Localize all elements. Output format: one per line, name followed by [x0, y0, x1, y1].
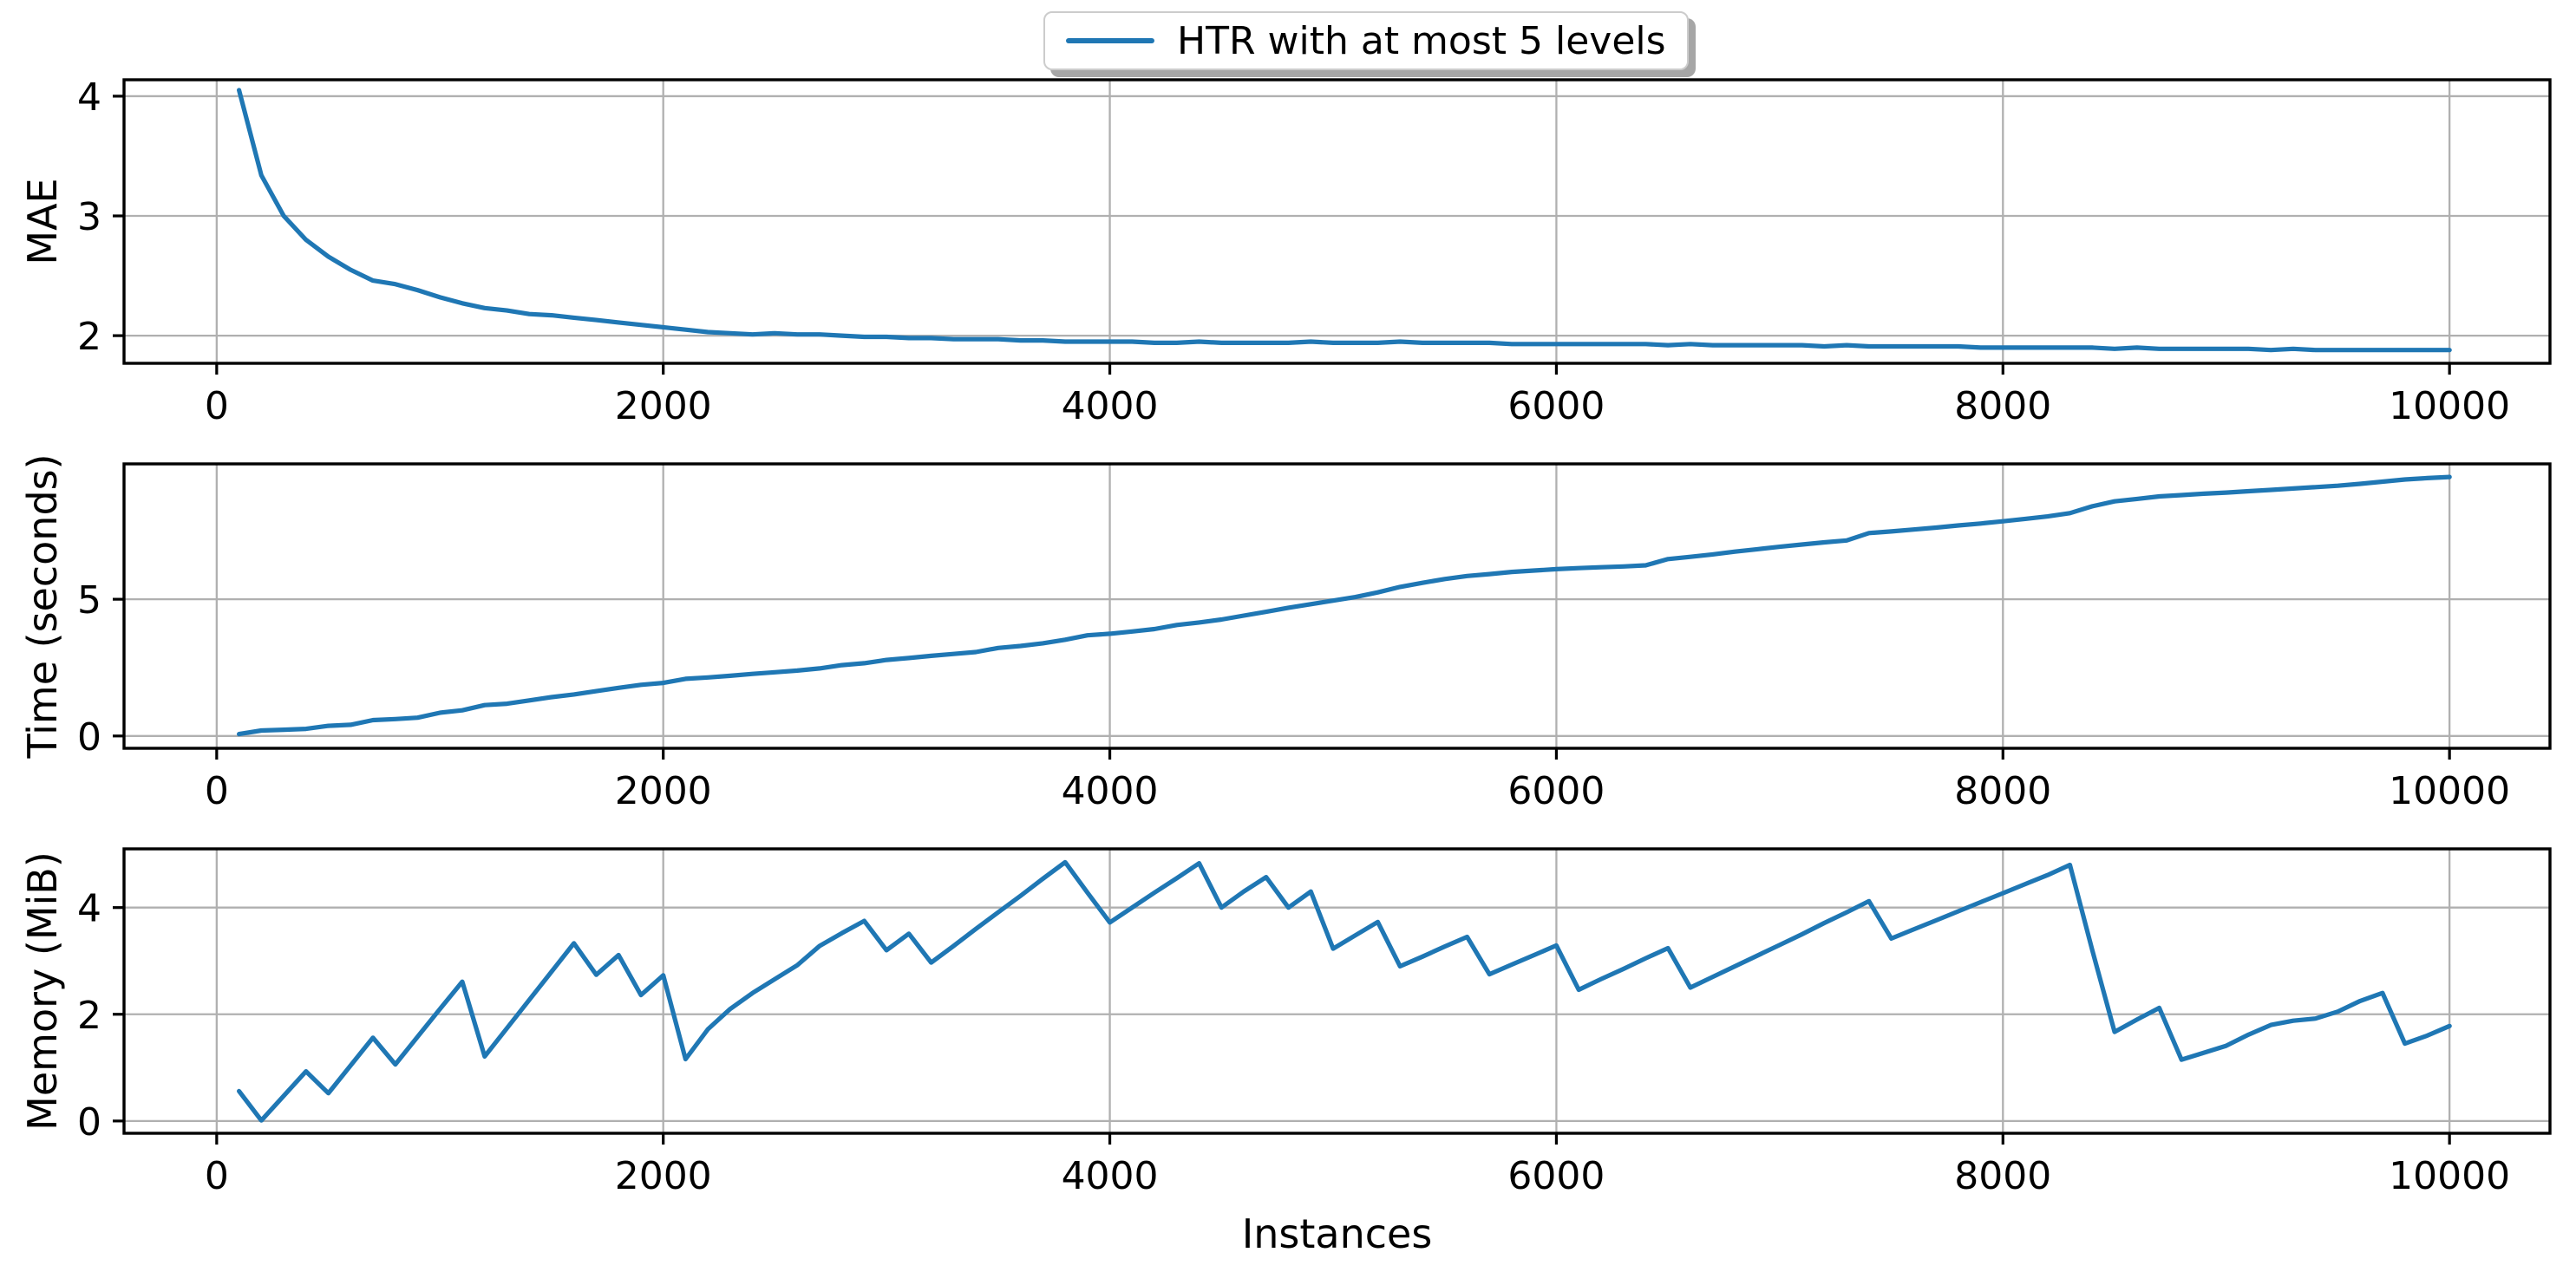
x-axis-label: Instances	[1241, 1210, 1433, 1257]
y-tick-label: 4	[77, 887, 101, 931]
x-tick-label: 8000	[1954, 384, 2051, 428]
x-tick-label: 4000	[1062, 1154, 1159, 1198]
y-axis-label: MAE	[19, 178, 66, 264]
x-tick-label: 0	[205, 384, 229, 428]
x-tick-label: 8000	[1954, 1154, 2051, 1198]
legend-line-sample-icon	[1066, 38, 1154, 43]
x-tick-label: 10000	[2389, 769, 2510, 813]
y-tick-label: 0	[77, 715, 101, 760]
axes-spines	[122, 78, 2552, 365]
axes-spines	[122, 462, 2552, 750]
y-tick-label: 2	[77, 315, 101, 359]
x-tick-label: 2000	[615, 384, 712, 428]
x-tick-label: 0	[205, 769, 229, 813]
axes-spines	[122, 847, 2552, 1135]
legend-label: HTR with at most 5 levels	[1177, 18, 1666, 63]
x-tick-label: 8000	[1954, 769, 2051, 813]
x-tick-label: 4000	[1062, 769, 1159, 813]
y-tick-label: 5	[77, 578, 101, 623]
data-line	[237, 474, 2452, 737]
x-tick-label: 6000	[1507, 1154, 1605, 1198]
y-axis-label: Memory (MiB)	[19, 851, 66, 1131]
x-tick-label: 10000	[2389, 384, 2510, 428]
x-tick-label: 2000	[615, 769, 712, 813]
x-tick-label: 2000	[615, 1154, 712, 1198]
x-tick-label: 6000	[1507, 769, 1605, 813]
x-tick-label: 6000	[1507, 384, 1605, 428]
y-axis-label: Time (seconds)	[19, 453, 66, 759]
data-line	[237, 88, 2452, 353]
x-tick-label: 0	[205, 1154, 229, 1198]
y-tick-label: 0	[77, 1100, 101, 1145]
x-tick-label: 4000	[1062, 384, 1159, 428]
legend: HTR with at most 5 levels	[1043, 11, 1689, 70]
y-tick-label: 4	[77, 75, 101, 120]
y-tick-label: 3	[77, 195, 101, 239]
y-tick-label: 2	[77, 994, 101, 1038]
data-line	[237, 859, 2452, 1123]
x-tick-label: 10000	[2389, 1154, 2510, 1198]
